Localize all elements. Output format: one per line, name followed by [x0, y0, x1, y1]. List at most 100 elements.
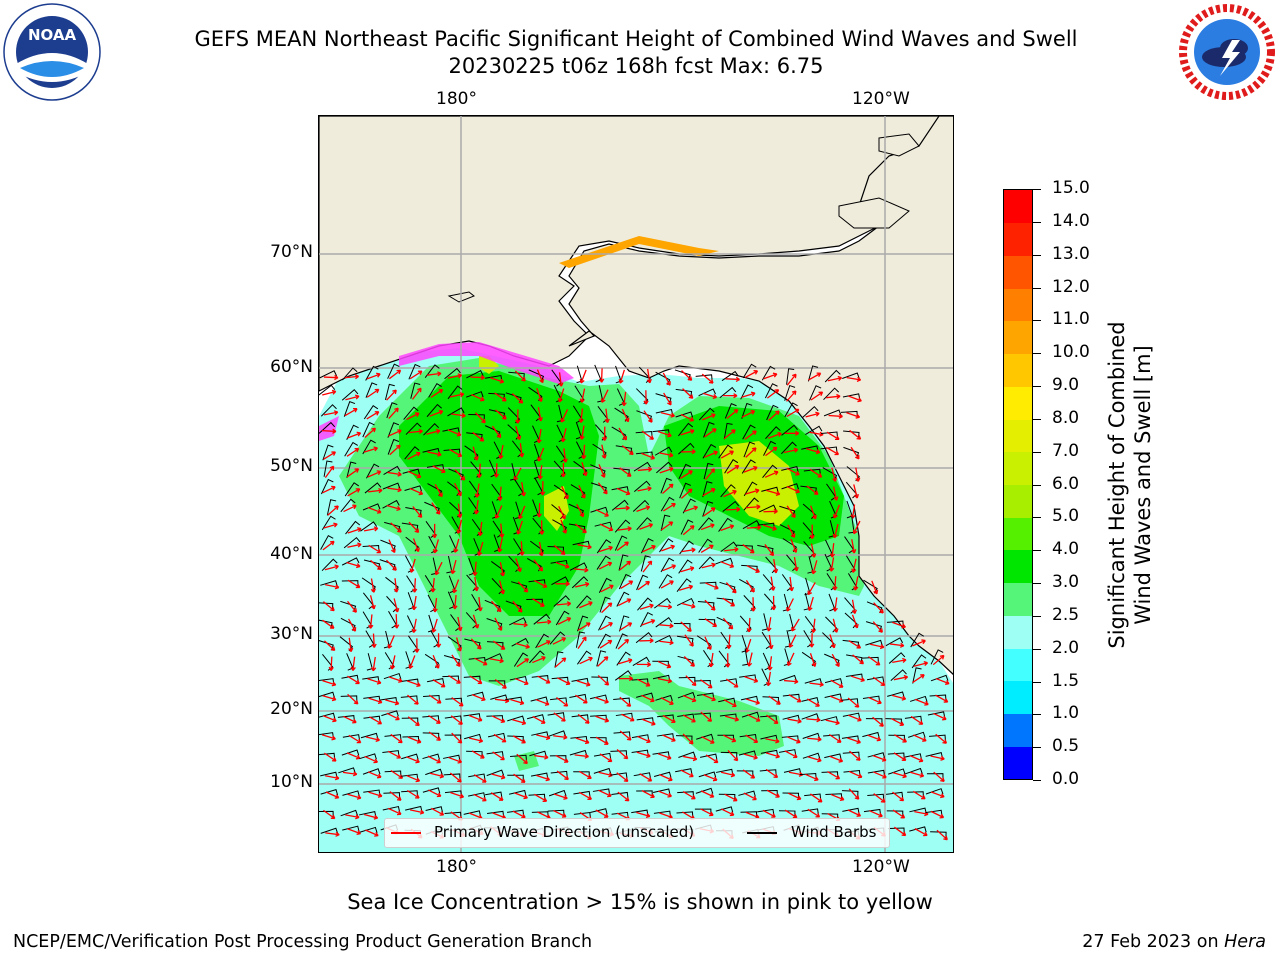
legend-wave-label: Primary Wave Direction (unscaled): [434, 823, 695, 841]
wind-barb: [885, 637, 904, 647]
wave-direction-arrow: [325, 831, 340, 837]
wave-direction-arrow: [720, 450, 734, 459]
wind-barb: [548, 730, 567, 737]
wave-direction-arrow: [849, 750, 861, 761]
wave-direction-arrow: [456, 519, 463, 534]
wave-direction-arrow: [685, 675, 697, 687]
wind-barb: [422, 715, 440, 722]
wave-direction-arrow: [616, 772, 629, 782]
colorbar-segment: [1004, 648, 1032, 682]
wave-direction-arrow: [619, 730, 632, 741]
wind-barb: [365, 365, 379, 381]
wave-direction-arrow: [637, 580, 650, 591]
wind-barb: [781, 424, 798, 436]
wave-direction-arrow: [826, 431, 840, 441]
wave-direction-arrow: [489, 658, 504, 664]
wave-direction-arrow: [515, 558, 522, 573]
wave-direction-arrow: [513, 773, 526, 783]
wave-direction-arrow: [346, 752, 361, 760]
wind-barb: [428, 382, 442, 398]
wind-barb: [320, 478, 334, 495]
wave-direction-arrow: [702, 693, 716, 702]
wind-barb: [842, 712, 861, 719]
wind-barb: [404, 555, 414, 573]
wave-direction-arrow: [768, 695, 781, 705]
wind-barb: [359, 753, 377, 760]
wind-barb: [780, 441, 797, 455]
wave-direction-arrow: [553, 712, 566, 722]
wind-barb: [610, 772, 628, 779]
wave-direction-arrow: [808, 372, 822, 381]
wave-direction-arrow: [491, 425, 502, 439]
wave-direction-arrow: [432, 465, 446, 474]
wave-direction-arrow: [348, 734, 362, 744]
wind-barb: [823, 734, 841, 741]
wave-direction-arrow: [371, 656, 377, 672]
wave-direction-arrow: [370, 578, 376, 593]
wave-direction-arrow: [470, 374, 485, 381]
wind-barb: [341, 389, 359, 401]
wave-direction-arrow: [787, 792, 802, 801]
lon-label-top-180: 180°: [436, 89, 477, 109]
wave-direction-arrow: [745, 734, 759, 743]
wave-direction-arrow: [536, 503, 542, 518]
wind-barb: [445, 697, 463, 704]
wave-direction-arrow: [556, 601, 572, 607]
wind-barb: [590, 506, 608, 513]
wave-direction-arrow: [618, 427, 627, 441]
wave-direction-arrow: [453, 538, 460, 553]
wind-barb: [660, 496, 675, 512]
wave-direction-arrow: [788, 634, 797, 648]
wind-barb: [550, 697, 568, 704]
wave-direction-arrow: [726, 465, 740, 474]
wave-direction-arrow: [494, 392, 507, 402]
wind-barb: [809, 385, 822, 401]
wave-direction-arrow: [322, 619, 335, 629]
wave-direction-arrow: [657, 678, 673, 684]
wind-barb: [652, 660, 669, 668]
wave-direction-arrow: [873, 793, 886, 803]
wind-barb: [910, 632, 925, 648]
wave-direction-arrow: [745, 447, 757, 458]
wind-barb: [865, 639, 883, 646]
wave-direction-arrow: [807, 596, 814, 611]
wave-direction-arrow: [515, 426, 522, 441]
wave-direction-arrow: [408, 428, 423, 435]
wave-direction-arrow: [555, 581, 570, 587]
wind-barb: [765, 426, 781, 440]
wave-direction-arrow: [428, 789, 442, 798]
wind-barb: [720, 484, 736, 498]
wind-barb: [739, 733, 757, 741]
wind-barb: [740, 384, 754, 400]
wind-barb: [761, 365, 776, 381]
wave-direction-arrow: [662, 714, 676, 724]
wave-direction-arrow: [514, 370, 526, 382]
colorbar-segment: [1004, 615, 1032, 649]
wave-direction-arrow: [494, 505, 503, 519]
wave-direction-arrow: [741, 391, 756, 398]
wave-direction-arrow: [537, 465, 543, 480]
wind-barb: [340, 809, 359, 817]
wind-barb: [824, 369, 841, 383]
wind-barb: [632, 499, 650, 512]
wave-direction-arrow: [643, 390, 649, 405]
wave-direction-arrow: [576, 503, 585, 518]
wind-barb: [655, 371, 671, 385]
wind-barb: [320, 404, 337, 417]
wave-direction-arrow: [746, 504, 761, 510]
wave-direction-arrow: [642, 560, 653, 573]
wind-barb: [342, 367, 358, 381]
wind-barb: [383, 792, 401, 799]
wind-barb: [678, 463, 692, 480]
wave-direction-arrow: [725, 678, 739, 688]
wave-direction-arrow: [595, 809, 609, 818]
wave-direction-arrow: [430, 807, 445, 816]
wind-barb: [468, 773, 486, 780]
wave-direction-arrow: [936, 829, 948, 841]
wave-direction-arrow: [386, 712, 400, 721]
wave-direction-arrow: [701, 373, 714, 384]
wave-direction-arrow: [762, 524, 777, 531]
wave-direction-arrow: [536, 734, 551, 741]
wave-direction-arrow: [828, 413, 843, 419]
wind-barb: [613, 697, 631, 704]
